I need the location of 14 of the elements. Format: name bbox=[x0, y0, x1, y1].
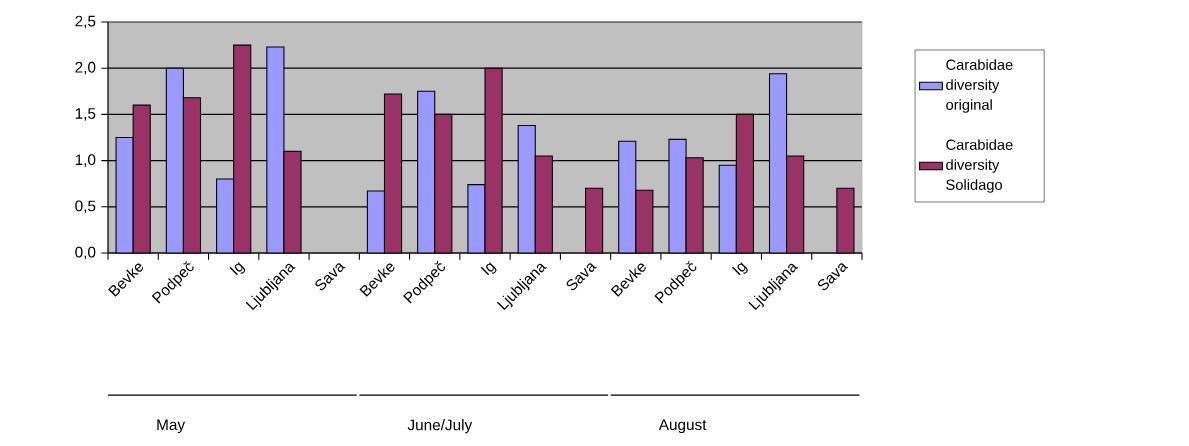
legend-label: Carabidae diversity original bbox=[946, 59, 1013, 113]
y-tick-label: 1,5 bbox=[75, 108, 96, 121]
x-tick-label: Ig bbox=[732, 262, 748, 276]
y-tick-label: 2,0 bbox=[75, 61, 96, 75]
y-tick-label: 2,5 bbox=[75, 15, 96, 29]
text: May bbox=[157, 419, 186, 434]
x-tick-label: Ig bbox=[229, 262, 246, 276]
text: June/July bbox=[407, 419, 473, 434]
x-tick-label: Ig bbox=[480, 262, 497, 276]
text: August bbox=[658, 419, 707, 434]
y-tick-label: 0,5 bbox=[75, 200, 96, 214]
y-tick-label: 0,0 bbox=[75, 246, 96, 260]
legend-label: Carabidae diversity Solidago bbox=[946, 139, 1013, 193]
y-tick-label: 1,0 bbox=[75, 154, 96, 167]
